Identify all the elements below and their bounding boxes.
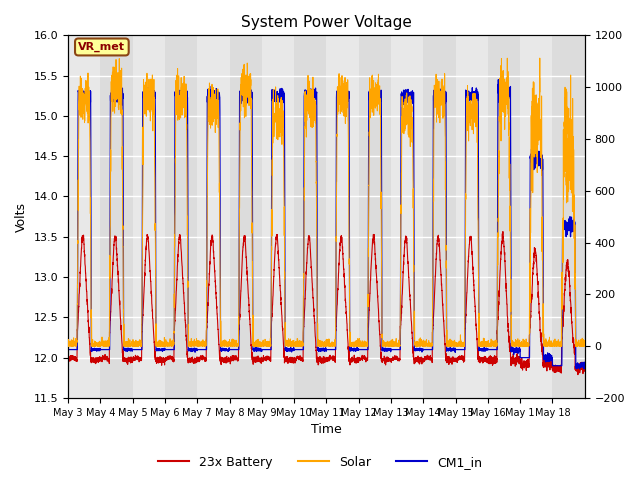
- Bar: [520, 36, 552, 398]
- Bar: [68, 36, 100, 398]
- Bar: [423, 36, 456, 398]
- Y-axis label: Volts: Volts: [15, 202, 28, 232]
- Legend: 23x Battery, Solar, CM1_in: 23x Battery, Solar, CM1_in: [153, 451, 487, 474]
- Bar: [165, 36, 197, 398]
- Bar: [552, 36, 585, 398]
- Bar: [230, 36, 262, 398]
- Bar: [358, 36, 391, 398]
- Text: VR_met: VR_met: [78, 42, 125, 52]
- Bar: [294, 36, 326, 398]
- Bar: [100, 36, 132, 398]
- Title: System Power Voltage: System Power Voltage: [241, 15, 412, 30]
- Bar: [391, 36, 423, 398]
- Bar: [326, 36, 358, 398]
- Bar: [262, 36, 294, 398]
- Bar: [456, 36, 488, 398]
- X-axis label: Time: Time: [311, 423, 342, 436]
- Bar: [197, 36, 230, 398]
- Bar: [132, 36, 165, 398]
- Bar: [488, 36, 520, 398]
